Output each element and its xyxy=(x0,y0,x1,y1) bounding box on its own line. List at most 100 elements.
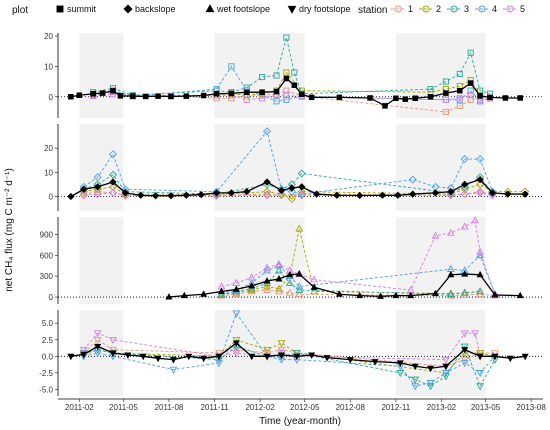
mean-point xyxy=(367,95,373,101)
panel-backslope: 0 10 20 xyxy=(44,124,543,211)
series-point-station-4 xyxy=(476,370,484,378)
mean-point xyxy=(167,192,175,200)
mean-point xyxy=(407,291,415,299)
mean-point xyxy=(411,363,419,371)
series-point-station-1 xyxy=(467,96,474,103)
mean-point xyxy=(356,291,364,299)
x-tick-label: 2011-05 xyxy=(109,403,138,412)
series-line-station-3 xyxy=(83,345,496,388)
legend-marker-square xyxy=(56,5,64,13)
series-line-station-4 xyxy=(221,254,496,295)
shaded-season xyxy=(395,217,486,304)
y-tick-label: 0.0 xyxy=(42,352,54,361)
mean-point xyxy=(227,189,236,197)
mean-point xyxy=(346,357,354,364)
mean-point xyxy=(232,340,240,348)
mean-point xyxy=(476,270,484,278)
mean-point xyxy=(99,90,106,96)
legend-station-title: station xyxy=(358,5,387,16)
series-point-station-5 xyxy=(460,222,469,230)
mean-point xyxy=(183,93,190,99)
mean-point xyxy=(212,189,221,197)
mean-point xyxy=(139,353,147,361)
series-point-station-1 xyxy=(263,285,271,293)
shaded-season xyxy=(79,33,124,118)
series-point-station-4 xyxy=(273,98,280,105)
mean-point xyxy=(461,270,469,277)
mean-point xyxy=(295,270,303,277)
mean-point xyxy=(94,183,102,191)
mean-point xyxy=(431,189,440,197)
series-point-station-2 xyxy=(295,224,304,232)
mean-point xyxy=(80,185,88,193)
series-point-station-4 xyxy=(426,379,435,388)
mean-point xyxy=(243,89,250,95)
series-line-station-1 xyxy=(221,289,495,297)
mean-point xyxy=(521,353,529,361)
x-tick-label: 2012-02 xyxy=(245,403,275,412)
mean-point xyxy=(312,190,321,198)
series-point-station-3 xyxy=(460,288,469,296)
y-tick-label: 600 xyxy=(40,251,54,260)
series-point-station-5 xyxy=(109,336,117,345)
mean-point xyxy=(68,93,74,100)
mean-point xyxy=(298,91,305,98)
legend-marker-station-5 xyxy=(506,5,514,13)
mean-point xyxy=(168,93,174,100)
x-tick-label: 2013-02 xyxy=(427,403,457,412)
legend-plot-title: plot xyxy=(12,5,28,16)
mean-point xyxy=(228,90,235,97)
mean-point xyxy=(382,103,388,109)
mean-point xyxy=(336,94,343,101)
x-tick-label: 2011-08 xyxy=(155,403,184,412)
mean-point xyxy=(200,355,208,363)
series-point-station-1 xyxy=(460,290,469,298)
series-point-station-5 xyxy=(93,190,102,199)
mean-point xyxy=(232,285,240,292)
mean-point xyxy=(182,191,190,199)
mean-point xyxy=(288,184,296,192)
x-axis-label: Time (year-month) xyxy=(259,416,341,427)
mean-point xyxy=(76,92,83,98)
mean-point xyxy=(476,175,484,184)
mean-point xyxy=(213,90,220,97)
mean-point xyxy=(323,355,331,362)
mean-point xyxy=(394,191,402,199)
mean-point xyxy=(333,191,341,199)
mean-point xyxy=(180,291,188,299)
series-point-station-4 xyxy=(93,173,102,182)
mean-point xyxy=(298,183,306,191)
mean-point xyxy=(169,357,177,364)
series-point-station-4 xyxy=(476,155,485,164)
station-legend-items: 1 2 3 4 5 xyxy=(391,4,525,14)
y-tick-label: 20 xyxy=(44,32,53,41)
shaded-season xyxy=(395,124,486,211)
series-line-station-4 xyxy=(83,312,496,387)
legend-marker-station-1 xyxy=(394,5,402,13)
mean-point xyxy=(275,275,283,282)
mean-point xyxy=(90,90,96,97)
series-point-station-4 xyxy=(467,87,474,94)
mean-point xyxy=(165,293,173,300)
y-tick-label: 10 xyxy=(44,168,53,177)
legend-label-station: 2 xyxy=(436,4,441,14)
mean-point xyxy=(371,359,379,366)
mean-point xyxy=(80,351,88,359)
series-point-station-4 xyxy=(411,383,420,391)
mean-point xyxy=(121,189,130,197)
mean-point xyxy=(431,289,440,297)
series-point-station-2 xyxy=(283,69,290,76)
series-point-station-2 xyxy=(287,194,296,203)
x-tick-label: 2013-05 xyxy=(471,403,501,412)
mean-point xyxy=(137,191,145,199)
panels: 0 10 20 0 10 20 0 300 600 900 -5.0 -2.5 0.0 2.5 5.0 xyxy=(39,32,543,396)
mean-point xyxy=(461,347,469,354)
series-point-station-4 xyxy=(108,150,118,159)
series-point-station-3 xyxy=(259,73,266,81)
series-point-station-3 xyxy=(442,78,449,85)
mean-point xyxy=(521,190,529,198)
series-point-station-4 xyxy=(93,350,102,358)
series-point-station-5 xyxy=(247,273,256,281)
mean-point xyxy=(263,353,271,361)
x-tick-label: 2011-02 xyxy=(65,403,94,412)
